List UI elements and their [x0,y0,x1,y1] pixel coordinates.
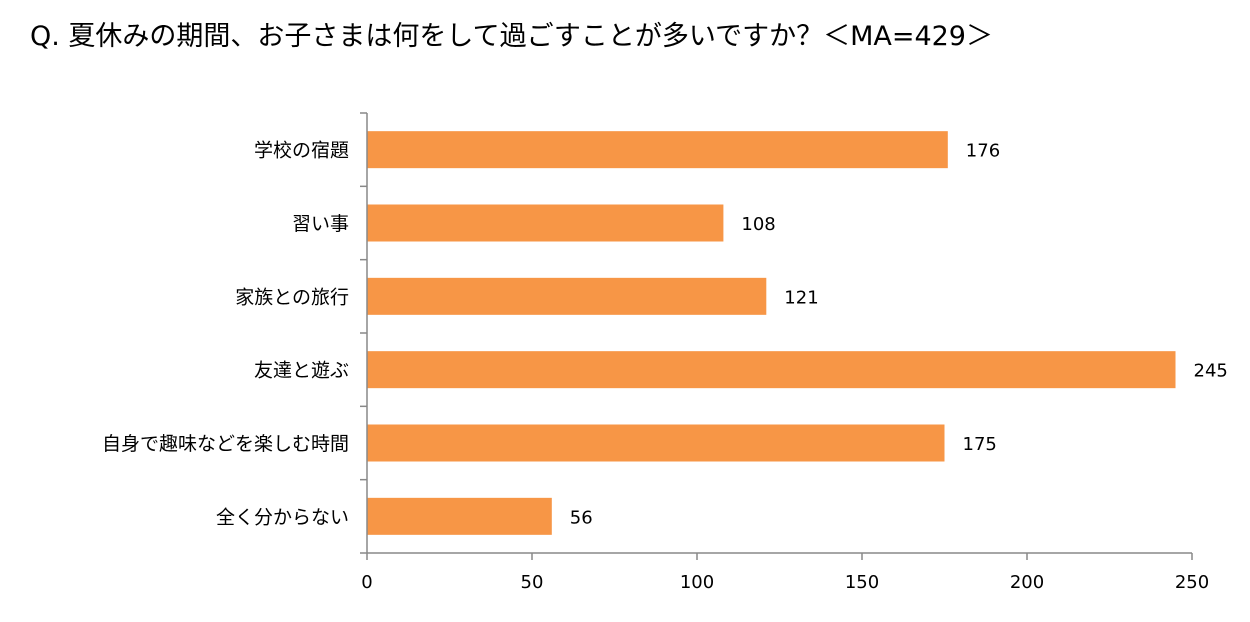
chart-title: Q. 夏休みの期間、お子さまは何をして過ごすことが多いですか？＜MA=429＞ [30,21,993,52]
x-tick-label: 0 [361,572,372,593]
value-label: 108 [741,214,775,235]
value-label: 245 [1194,361,1228,382]
category-label: 習い事 [292,213,349,235]
x-tick-label: 50 [521,572,544,593]
category-label: 友達と遊ぶ [254,360,349,382]
bar [367,351,1176,389]
category-label: 全く分からない [216,506,349,528]
value-label: 176 [966,141,1000,162]
x-tick-label: 250 [1175,572,1209,593]
value-label: 121 [784,287,818,308]
bar [367,131,948,169]
x-tick-label: 150 [845,572,879,593]
bar [367,424,945,462]
x-tick-label: 100 [680,572,714,593]
bar [367,277,767,315]
value-label: 56 [570,507,593,528]
bar [367,497,552,535]
x-tick-label: 200 [1010,572,1044,593]
category-label: 自身で趣味などを楽しむ時間 [102,433,349,455]
category-label: 学校の宿題 [254,140,349,162]
category-label: 家族との旅行 [235,286,349,308]
value-label: 175 [963,434,997,455]
bar [367,204,724,242]
